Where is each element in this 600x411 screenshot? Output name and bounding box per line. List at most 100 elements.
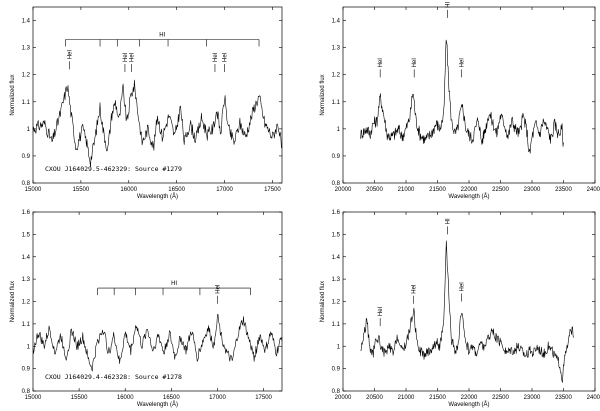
x-tick-label: 17500 <box>255 395 272 401</box>
line-marker-label: HeI <box>459 58 465 68</box>
y-tick-label: 0.8 <box>332 181 341 187</box>
y-tick-label: 1 <box>337 344 341 350</box>
x-tick-label: 16500 <box>168 187 185 193</box>
y-tick-label: 1.6 <box>332 210 341 216</box>
x-tick-label: 22000 <box>461 187 478 193</box>
y-axis-label: Normalized flux <box>320 74 326 115</box>
line-marker-label: HeI <box>223 52 229 62</box>
y-tick-label: 0.8 <box>22 389 31 395</box>
y-tick-label: 1.4 <box>332 255 341 261</box>
y-axis-label: Normalized flux <box>10 281 16 322</box>
x-tick-label: 15500 <box>73 187 90 193</box>
x-tick-label: 17000 <box>216 187 233 193</box>
x-tick-label: 23500 <box>555 187 572 193</box>
y-tick-label: 0.8 <box>332 389 341 395</box>
x-tick-label: 22500 <box>492 395 509 401</box>
plot-frame <box>32 6 283 184</box>
y-tick-label: 1.2 <box>22 300 31 306</box>
line-marker-label: HeI <box>123 52 129 62</box>
source-label: CXOU J164029.5-462329: Source #1279 <box>45 165 182 173</box>
spectrum-line <box>360 240 574 383</box>
source-label: CXOU J164029.4-462328: Source #1278 <box>45 373 182 381</box>
x-tick-label: 23000 <box>524 187 541 193</box>
x-tick-label: 23000 <box>524 395 541 401</box>
plot-frame <box>342 6 596 184</box>
spectrum-line <box>32 79 283 168</box>
y-tick-label: 1 <box>27 127 31 133</box>
x-tick-label: 16000 <box>117 395 134 401</box>
y-tick-label: 1.3 <box>332 277 341 283</box>
line-marker-label: HeI <box>215 284 221 294</box>
x-axis-label: Wavelength (Å) <box>137 401 178 408</box>
y-axis-label: Normalized flux <box>320 281 326 322</box>
y-tick-label: 1.3 <box>22 277 31 283</box>
x-axis-label: Wavelength (Å) <box>448 401 489 408</box>
x-tick-label: 17500 <box>264 187 281 193</box>
y-tick-label: 1.1 <box>22 322 31 328</box>
x-tick-label: 22000 <box>461 395 478 401</box>
y-tick-label: 1 <box>337 127 341 133</box>
x-tick-label: 21500 <box>429 395 446 401</box>
y-tick-label: 1.4 <box>22 255 31 261</box>
spectrum-line <box>360 39 564 154</box>
y-tick-label: 1.3 <box>22 46 31 52</box>
y-tick-label: 1 <box>27 344 31 350</box>
line-marker-label: HeI <box>412 58 418 68</box>
y-tick-label: 1.4 <box>332 19 341 25</box>
spectrum-panel-top-left: 15000 15500 16000 16500 17000 17500 0.8 0.9 1 1.1… <box>10 6 283 200</box>
y-axis-label: Normalized flux <box>10 74 16 115</box>
x-tick-label: 15000 <box>25 395 42 401</box>
y-tick-label: 1.1 <box>332 100 341 106</box>
spectrum-line <box>32 313 283 372</box>
line-marker-label: HeI <box>378 306 384 316</box>
x-tick-label: 22500 <box>492 187 509 193</box>
line-marker-label: HeI <box>67 50 73 60</box>
x-tick-label: 20000 <box>335 187 352 193</box>
y-tick-label: 1.3 <box>332 46 341 52</box>
hi-series-label: HI <box>159 32 165 38</box>
x-tick-label: 15500 <box>71 395 88 401</box>
x-tick-label: 21500 <box>429 187 446 193</box>
y-tick-label: 1.2 <box>332 73 341 79</box>
line-marker-label: HeI <box>213 52 219 62</box>
y-tick-label: 0.8 <box>22 181 31 187</box>
y-tick-label: 0.9 <box>22 154 31 160</box>
x-tick-label: 20000 <box>335 395 352 401</box>
x-tick-label: 21000 <box>398 187 415 193</box>
hi-series-label: HI <box>171 281 177 287</box>
y-tick-label: 1.1 <box>22 100 31 106</box>
line-marker-label: HI <box>446 218 452 224</box>
x-tick-label: 21000 <box>398 395 415 401</box>
x-tick-label: 23500 <box>555 395 572 401</box>
x-tick-label: 20500 <box>366 187 383 193</box>
y-tick-label: 0.9 <box>22 367 31 373</box>
plot-frame <box>342 211 596 392</box>
y-tick-label: 1.4 <box>22 19 31 25</box>
y-tick-label: 1.5 <box>22 232 31 238</box>
x-tick-label: 16000 <box>120 187 137 193</box>
x-tick-label: 16500 <box>163 395 180 401</box>
x-axis-label: Wavelength (Å) <box>137 193 178 200</box>
line-marker-label: HeI <box>459 282 465 292</box>
x-tick-label: 17000 <box>209 395 226 401</box>
y-tick-label: 1.2 <box>22 73 31 79</box>
line-marker-label: HeI <box>130 52 136 62</box>
spectrum-panel-top-right: 20000 20500 21000 21500 22000 22500 23000 23500… <box>320 1 600 200</box>
y-tick-label: 1.1 <box>332 322 341 328</box>
line-marker-label: HI <box>446 1 452 7</box>
x-tick-label: 20500 <box>366 395 383 401</box>
y-tick-label: 1.6 <box>22 210 31 216</box>
x-axis-label: Wavelength (Å) <box>448 193 489 200</box>
spectrum-panel-bottom-right: 20000 20500 21000 21500 22000 22500 23000 23500… <box>320 210 600 408</box>
y-tick-label: 0.9 <box>332 154 341 160</box>
line-marker-label: HeI <box>412 284 418 294</box>
y-tick-label: 1.2 <box>332 300 341 306</box>
y-tick-label: 0.9 <box>332 367 341 373</box>
spectrum-panel-bottom-left: 15000 15500 16000 16500 17000 17500 0.8 0.9 1 1.1… <box>10 210 283 408</box>
x-tick-label: 15000 <box>25 187 42 193</box>
line-marker-label: HeI <box>378 58 384 68</box>
plot-frame <box>32 211 283 392</box>
y-tick-label: 1.5 <box>332 232 341 238</box>
